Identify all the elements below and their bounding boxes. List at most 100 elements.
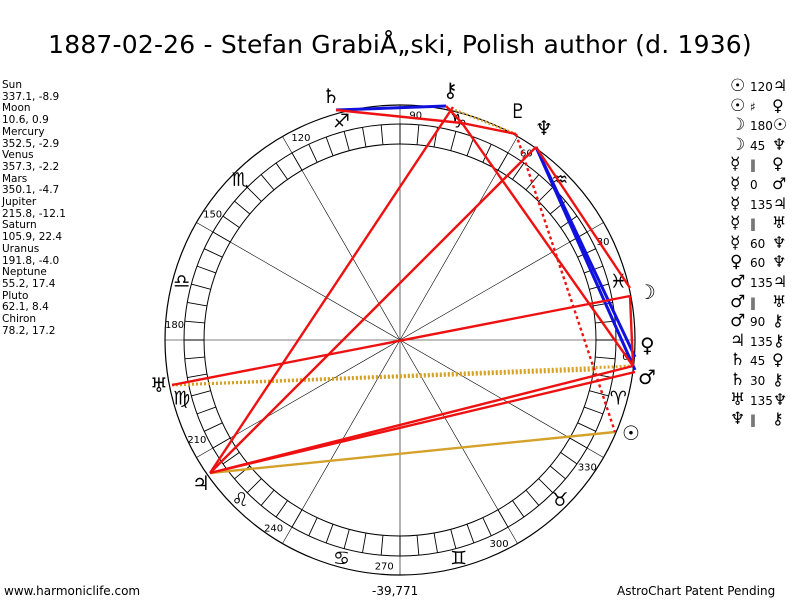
position-name: Sun — [2, 79, 22, 91]
aspect-value: ‖ — [750, 217, 756, 232]
position-name: Venus — [2, 149, 34, 162]
aspect-row: ♄ 30 ⚷ — [730, 370, 800, 390]
degree-tick — [222, 215, 240, 228]
degree-tick — [222, 452, 240, 465]
degree-tick — [234, 465, 251, 480]
degree-tick — [595, 356, 616, 360]
degree-tick — [482, 517, 492, 536]
degree-label: 30 — [597, 237, 610, 248]
aspect-row: ♄ 45 ♀ — [730, 350, 800, 370]
planet-glyph: ♆ — [772, 252, 787, 272]
division-spoke — [196, 222, 401, 341]
degree-tick — [584, 406, 604, 415]
aspect-line — [461, 122, 634, 367]
degree-tick — [204, 248, 223, 258]
planet-glyph: ☿ — [730, 154, 741, 175]
aspect-list: ☉ 120♃ ☉ ♯ ♀ ☽ 180☉ ☽ 45 ♆ ☿ ‖ ♀ ☿ 0 ♂ ☿ 135♃ ☿ ‖ ♅ ☿… — [730, 76, 800, 429]
neptune-glyph: ♆ — [535, 116, 553, 140]
planet-glyph: ☽ — [730, 115, 746, 136]
degree-tick — [560, 452, 578, 465]
degree-tick — [538, 186, 554, 202]
degree-tick — [525, 489, 540, 506]
zodiac-glyph: ♐ — [333, 111, 350, 133]
degree-label: 90 — [409, 111, 422, 122]
degree-tick — [577, 422, 596, 432]
planet-glyph: ⚷ — [772, 409, 784, 429]
aspect-value: ♯ — [750, 99, 756, 114]
zodiac-glyph: ♎ — [173, 271, 190, 293]
planet-glyph: ♆ — [772, 232, 787, 252]
aspect-line — [514, 133, 617, 433]
position-value: 337.1, -8.9 — [2, 90, 60, 103]
degree-tick — [260, 489, 275, 506]
degree-tick — [325, 524, 334, 544]
planet-glyph: ☉ — [730, 95, 746, 116]
degree-tick — [308, 144, 318, 163]
aspect-line — [445, 105, 463, 124]
aspect-row: ♂ 135♃ — [730, 272, 800, 292]
aspect-value: 90 — [750, 315, 766, 330]
aspect-row: ☿ ‖ ♅ — [730, 213, 800, 233]
aspect-value: ‖ — [750, 295, 756, 310]
degree-tick — [187, 302, 208, 307]
aspect-row: ♀ 60 ♆ — [730, 252, 800, 272]
position-name: Uranus — [2, 242, 40, 255]
planet-glyph: ☿ — [730, 173, 741, 194]
aspect-row: ☽ 180☉ — [730, 115, 800, 135]
planet-glyph: ⚷ — [772, 330, 785, 350]
aspect-value: ‖ — [750, 413, 756, 428]
aspect-line — [171, 368, 597, 387]
position-value: 105.9, 22.4 — [2, 231, 63, 244]
degree-tick — [589, 390, 609, 397]
degree-tick — [196, 265, 216, 274]
aspect-value: 60 — [750, 236, 766, 251]
position-value: 78.2, 17.2 — [2, 324, 56, 337]
degree-label: 120 — [291, 133, 310, 144]
planet-glyph: ☉ — [730, 76, 746, 96]
position-name: Jupiter — [2, 196, 37, 209]
division-spoke — [196, 339, 401, 458]
position-name: Mercury — [2, 125, 45, 138]
degree-label: 330 — [578, 462, 597, 473]
chart-number: -39,771 — [372, 584, 419, 598]
position-value: 350.1, -4.7 — [2, 184, 60, 197]
planet-glyph: ♀ — [772, 350, 784, 370]
planet-glyph: ⚷ — [772, 369, 784, 389]
aspect-row: ♂ 90 ⚷ — [730, 311, 800, 331]
aspect-line — [534, 146, 637, 371]
aspect-row: ♃ 135⚷ — [730, 331, 800, 351]
planet-glyph: ♂ — [772, 173, 787, 193]
degree-tick — [196, 406, 216, 415]
position-value: 55.2, 17.4 — [2, 277, 56, 290]
degree-tick — [433, 532, 438, 553]
degree-tick — [466, 524, 475, 544]
mars-glyph: ♂ — [638, 365, 656, 389]
degree-tick — [308, 517, 318, 536]
aspect-line — [335, 108, 463, 125]
aspect-row: ☉ ♯ ♀ — [730, 96, 800, 116]
aspect-value: 0 — [750, 177, 758, 192]
position-value: 10.6, 0.9 — [2, 114, 49, 127]
degree-tick — [343, 529, 350, 549]
planet-positions-list: Sun 337.1, -8.9 Moon 10.6, 0.9 Mercury 3… — [2, 79, 66, 337]
aspect-value: 30 — [750, 373, 766, 388]
aspect-line — [461, 121, 517, 136]
degree-tick — [380, 124, 384, 145]
planet-glyph: ♅ — [772, 213, 787, 233]
planet-glyph: ♂ — [730, 311, 746, 332]
venus-glyph: ♀ — [640, 333, 655, 357]
degree-tick — [204, 422, 223, 432]
zodiac-glyph: ♉ — [551, 489, 568, 511]
degree-tick — [275, 162, 288, 180]
zodiac-glyph: ♍ — [173, 387, 190, 409]
degree-tick — [184, 320, 205, 324]
pluto-glyph: ♇ — [509, 99, 527, 123]
aspect-value: 135 — [750, 197, 773, 212]
degree-tick — [512, 500, 525, 518]
aspect-value: 135 — [750, 334, 773, 349]
degree-tick — [343, 131, 350, 151]
degree-tick — [512, 162, 525, 180]
degree-tick — [380, 535, 384, 556]
position-name: Neptune — [2, 266, 47, 279]
planet-glyph: ♆ — [772, 134, 787, 154]
